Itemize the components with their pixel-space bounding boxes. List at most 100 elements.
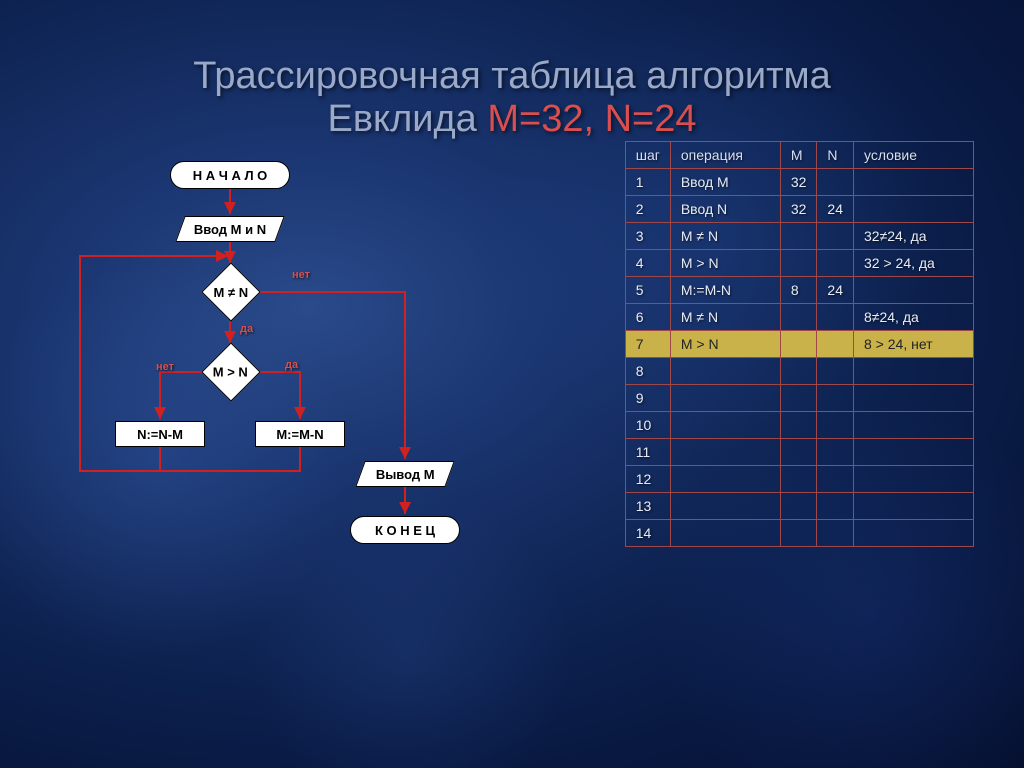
table-row: 2Ввод N3224	[625, 196, 973, 223]
table-cell-cond	[854, 358, 974, 385]
table-cell-N	[817, 169, 854, 196]
table-cell-op	[670, 439, 780, 466]
table-row: 6M ≠ N 8≠24, да	[625, 304, 973, 331]
table-row: 3M ≠ N 32≠24, да	[625, 223, 973, 250]
table-cell-op	[670, 520, 780, 547]
table-cell-cond: 32≠24, да	[854, 223, 974, 250]
flowchart-node-output: Вывод М	[355, 461, 454, 487]
table-cell-op: Ввод М	[670, 169, 780, 196]
table-cell-N	[817, 385, 854, 412]
table-cell-M	[780, 520, 817, 547]
table-cell-cond	[854, 493, 974, 520]
table-cell-M	[780, 385, 817, 412]
title-line2: Евклида М=32, N=24	[0, 98, 1024, 141]
table-body: 1Ввод М322Ввод N32243M ≠ N32≠24, да4M > …	[625, 169, 973, 547]
table-cell-cond	[854, 196, 974, 223]
flowchart-node-end: К О Н Е Ц	[350, 516, 460, 544]
flowchart-edge-label-3: нет	[156, 361, 174, 373]
table-cell-op	[670, 412, 780, 439]
table-cell-step: 3	[625, 223, 670, 250]
flowchart-node-cond1: M ≠ N	[201, 262, 260, 321]
table-cell-step: 8	[625, 358, 670, 385]
table-row: 7M > N 8 > 24, нет	[625, 331, 973, 358]
table-cell-N: 24	[817, 196, 854, 223]
table-cell-step: 11	[625, 439, 670, 466]
flowchart-node-assignM: M:=M-N	[255, 421, 345, 447]
table-cell-op: M ≠ N	[670, 223, 780, 250]
flowchart: Н А Ч А Л ОВвод М и NM ≠ NM > NN:=N-MM:=…	[60, 151, 460, 651]
table-cell-N	[817, 250, 854, 277]
flowchart-edge-label-2: да	[285, 359, 298, 371]
table-cell-step: 2	[625, 196, 670, 223]
table-cell-step: 6	[625, 304, 670, 331]
table-cell-step: 5	[625, 277, 670, 304]
table-cell-N	[817, 358, 854, 385]
table-row: 9	[625, 385, 973, 412]
table-cell-op: M:=M-N	[670, 277, 780, 304]
table-cell-op: Ввод N	[670, 196, 780, 223]
table-cell-step: 9	[625, 385, 670, 412]
table-cell-M: 8	[780, 277, 817, 304]
table-header-row: шагоперацияМNусловие	[625, 142, 973, 169]
table-cell-M	[780, 439, 817, 466]
table-cell-step: 12	[625, 466, 670, 493]
table-cell-cond	[854, 439, 974, 466]
table-cell-op: M > N	[670, 331, 780, 358]
table-cell-M	[780, 466, 817, 493]
table-cell-step: 7	[625, 331, 670, 358]
table-row: 11	[625, 439, 973, 466]
table-header-op: операция	[670, 142, 780, 169]
table-cell-N	[817, 520, 854, 547]
title-line2-prefix: Евклида	[328, 98, 488, 140]
table-header-cond: условие	[854, 142, 974, 169]
table-cell-step: 13	[625, 493, 670, 520]
table-cell-M	[780, 331, 817, 358]
flowchart-node-input: Ввод М и N	[175, 216, 284, 242]
slide-content: Н А Ч А Л ОВвод М и NM ≠ NM > NN:=N-MM:=…	[0, 141, 1024, 721]
table-row: 10	[625, 412, 973, 439]
table-cell-step: 10	[625, 412, 670, 439]
table-cell-op: M ≠ N	[670, 304, 780, 331]
table-cell-step: 1	[625, 169, 670, 196]
table-cell-step: 4	[625, 250, 670, 277]
table-cell-M	[780, 412, 817, 439]
table-cell-cond	[854, 412, 974, 439]
table-cell-M	[780, 250, 817, 277]
table-cell-cond	[854, 277, 974, 304]
table-cell-cond: 8 > 24, нет	[854, 331, 974, 358]
flowchart-edge-label-0: нет	[292, 269, 310, 281]
table-cell-N	[817, 331, 854, 358]
table-row: 14	[625, 520, 973, 547]
table-header-step: шаг	[625, 142, 670, 169]
table-cell-op: M > N	[670, 250, 780, 277]
table-row: 5M:=M-N824	[625, 277, 973, 304]
table-header-M: М	[780, 142, 817, 169]
table-cell-cond: 32 > 24, да	[854, 250, 974, 277]
table-cell-N	[817, 439, 854, 466]
table-cell-cond	[854, 520, 974, 547]
flowchart-edge-label-1: да	[240, 323, 253, 335]
table-header-N: N	[817, 142, 854, 169]
table-cell-N	[817, 466, 854, 493]
table-cell-op	[670, 358, 780, 385]
trace-table: шагоперацияМNусловие 1Ввод М322Ввод N322…	[625, 141, 974, 547]
table-row: 13	[625, 493, 973, 520]
flowchart-node-assignN: N:=N-M	[115, 421, 205, 447]
table-cell-M	[780, 223, 817, 250]
title-line1: Трассировочная таблица алгоритма	[0, 55, 1024, 98]
table-cell-op	[670, 385, 780, 412]
table-cell-step: 14	[625, 520, 670, 547]
table-cell-cond: 8≠24, да	[854, 304, 974, 331]
table-cell-op	[670, 493, 780, 520]
table-row: 1Ввод М32	[625, 169, 973, 196]
table-cell-M	[780, 358, 817, 385]
table-row: 8	[625, 358, 973, 385]
table-cell-M	[780, 304, 817, 331]
table-cell-N: 24	[817, 277, 854, 304]
table-cell-op	[670, 466, 780, 493]
table-cell-cond	[854, 466, 974, 493]
table-cell-M: 32	[780, 196, 817, 223]
table-cell-M	[780, 493, 817, 520]
table-cell-cond	[854, 385, 974, 412]
table-cell-N	[817, 412, 854, 439]
